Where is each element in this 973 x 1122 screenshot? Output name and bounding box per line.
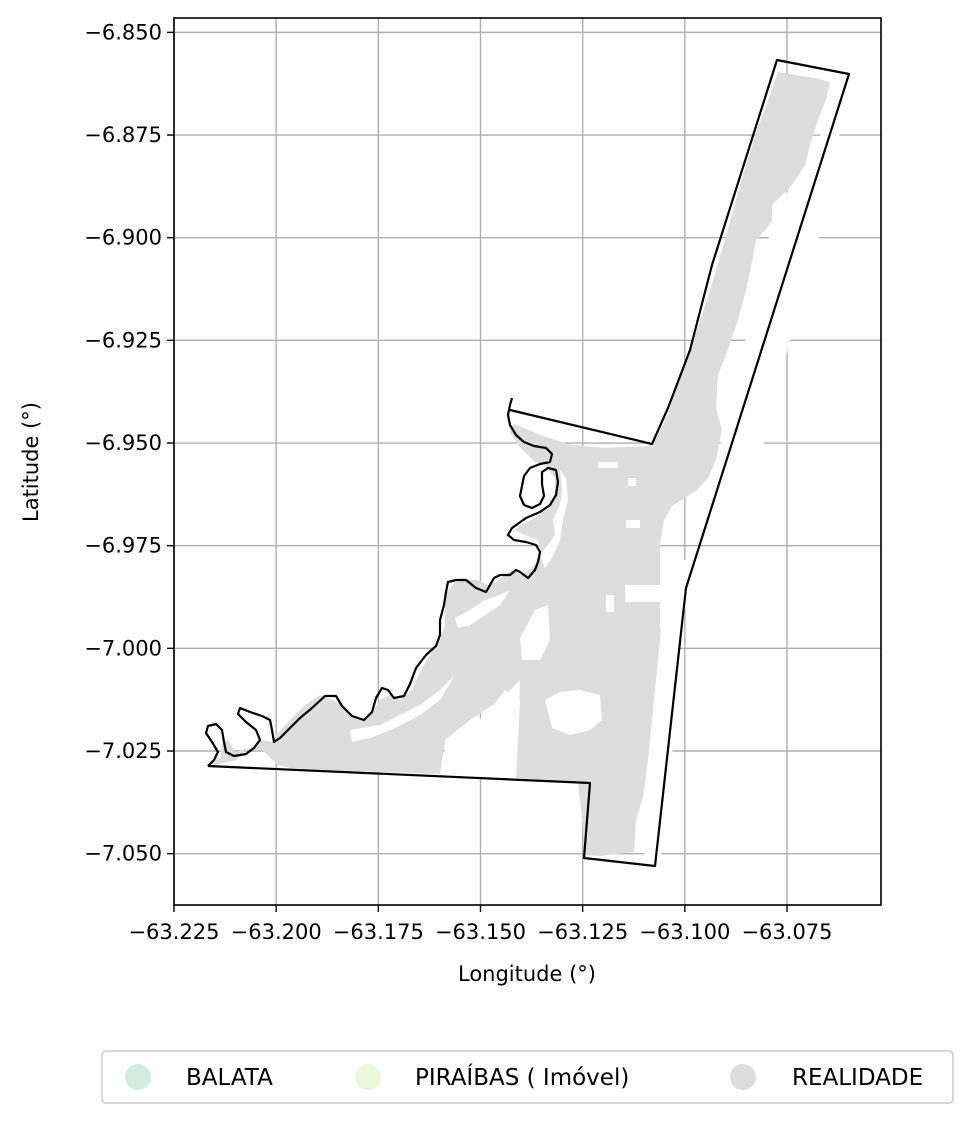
x-tick-label-4: −63.125 [537, 920, 628, 944]
holes-layer [350, 82, 845, 860]
hole-mid-6 [626, 520, 640, 528]
hole-south-east [640, 560, 690, 860]
x-axis-title: Longitude (°) [458, 962, 596, 986]
river-boundary [204, 397, 560, 767]
x-tick-label-6: −63.075 [741, 920, 832, 944]
y-tick-label-2: −6.900 [84, 226, 162, 250]
legend-marker-balata [125, 1064, 151, 1090]
legend-box [101, 1050, 954, 1104]
hole-mid-2 [520, 605, 550, 660]
hole-river-1 [540, 470, 568, 568]
legend-marker-piraibas [355, 1064, 381, 1090]
y-tick-label-8: −7.050 [84, 842, 162, 866]
hole-south-center [444, 690, 520, 780]
y-tick-label-7: −7.025 [84, 739, 162, 763]
x-tick-label-1: −63.200 [231, 920, 322, 944]
legend-label-balata: BALATA [186, 1065, 273, 1091]
x-tick-label-5: −63.100 [639, 920, 730, 944]
y-tick-label-6: −7.000 [84, 636, 162, 660]
axis-ticks: −63.225 −63.200 −63.175 −63.150 −63.125 −63.1… [84, 20, 832, 944]
hole-east-strip [718, 82, 845, 520]
hole-mid-5 [598, 462, 618, 468]
legend-marker-realidade [730, 1064, 756, 1090]
realidade-area [210, 72, 830, 856]
x-tick-label-0: −63.225 [128, 920, 219, 944]
y-tick-label-1: −6.875 [84, 123, 162, 147]
axes-frame [173, 17, 882, 906]
x-tick-label-3: −63.150 [435, 920, 526, 944]
legend-label-piraibas: PIRAÍBAS ( Imóvel) [415, 1063, 629, 1091]
hole-mid-1 [545, 690, 602, 735]
legend-label-realidade: REALIDADE [792, 1065, 923, 1091]
hole-river-2 [455, 590, 510, 628]
legend: BALATA PIRAÍBAS ( Imóvel) REALIDADE [101, 1050, 954, 1104]
boundary-outline [207, 58, 851, 868]
property-boundary [204, 58, 851, 868]
x-tick-label-2: −63.175 [333, 920, 424, 944]
y-axis-title: Latitude (°) [19, 402, 43, 522]
y-tick-label-4: −6.950 [84, 431, 162, 455]
hole-mid-4 [606, 595, 614, 612]
hole-mid-7 [628, 478, 636, 486]
y-tick-label-3: −6.925 [84, 328, 162, 352]
y-tick-label-0: −6.850 [84, 20, 162, 44]
hole-west-channel [350, 675, 455, 742]
realidade-main-patch [210, 72, 830, 856]
hole-mid-3 [625, 585, 660, 602]
y-tick-label-5: −6.975 [84, 534, 162, 558]
